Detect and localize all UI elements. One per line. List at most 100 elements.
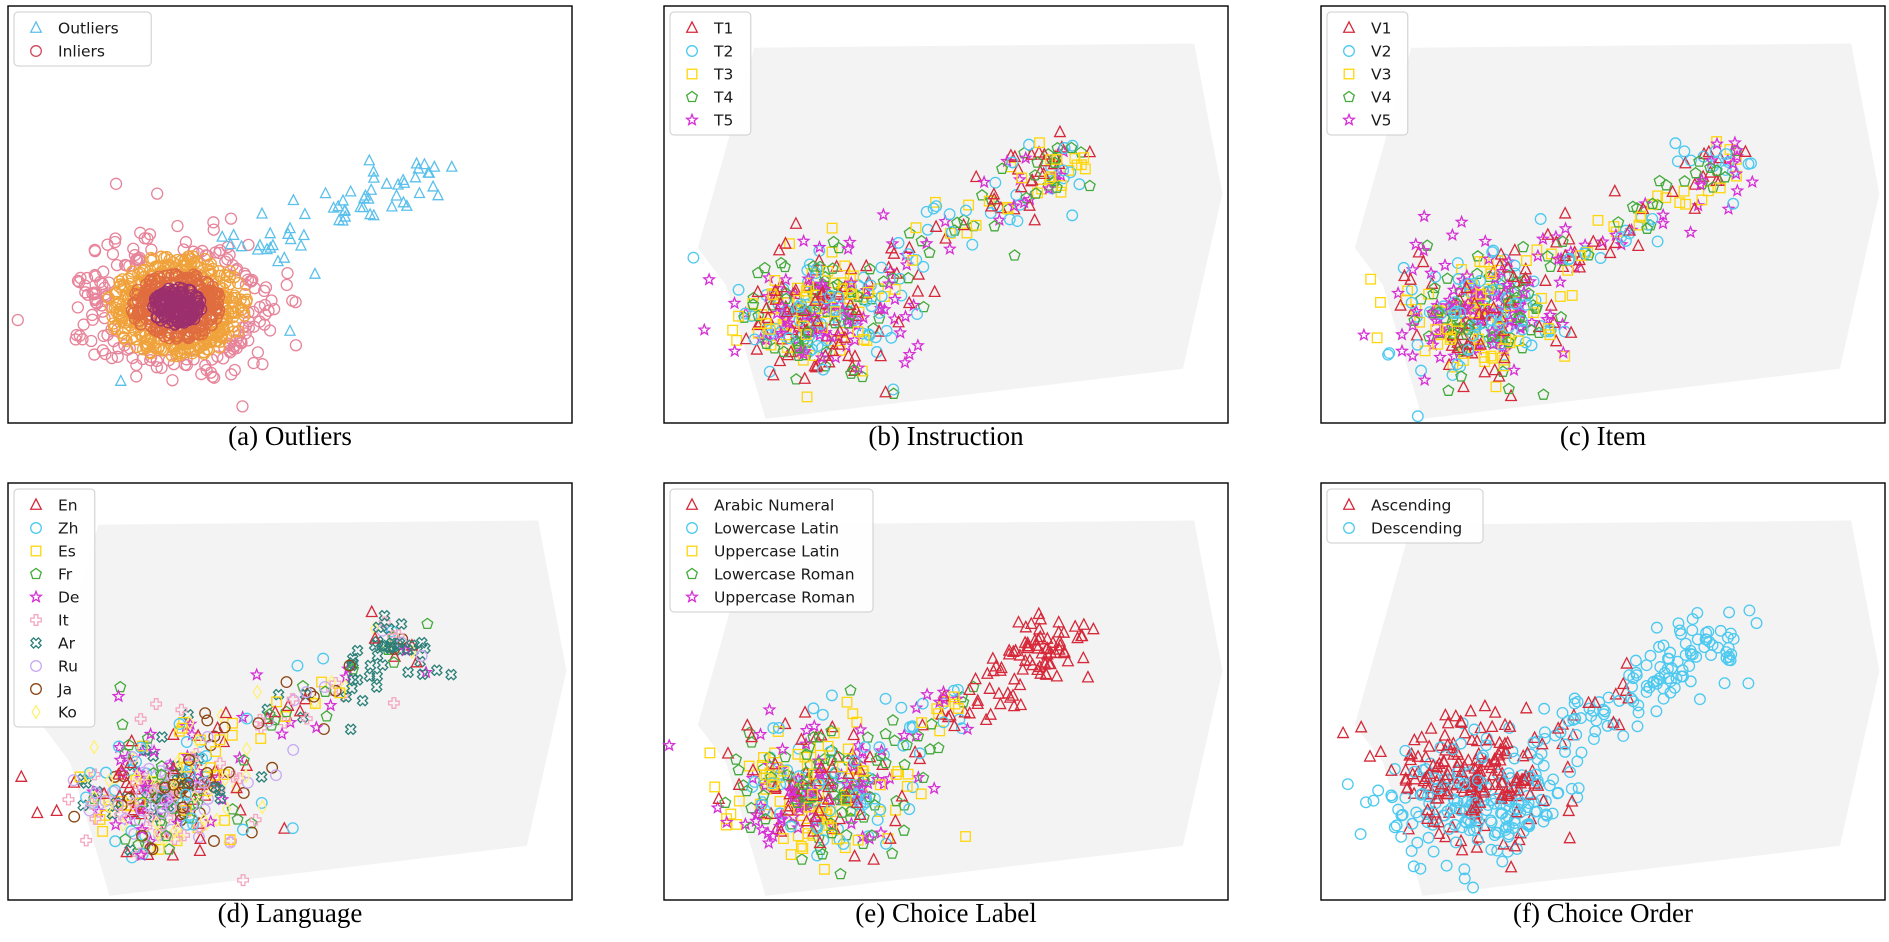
outlier-point xyxy=(413,186,426,199)
legend-marker xyxy=(686,522,698,534)
data-point xyxy=(1442,763,1455,776)
data-point xyxy=(844,804,857,817)
inlier-point xyxy=(85,334,98,348)
legend-label: Zh xyxy=(58,520,78,538)
data-point xyxy=(911,284,925,297)
data-point xyxy=(862,831,877,845)
data-point xyxy=(1640,679,1653,692)
inlier-point xyxy=(228,363,241,377)
legend-marker xyxy=(1342,20,1356,33)
data-point xyxy=(971,693,985,706)
data-point xyxy=(873,741,886,754)
data-point xyxy=(1469,796,1482,809)
data-point xyxy=(1077,617,1091,630)
data-point xyxy=(226,729,238,741)
data-point xyxy=(758,261,771,274)
points xyxy=(687,124,1097,403)
data-point xyxy=(876,207,891,221)
data-point xyxy=(773,807,786,820)
data-point xyxy=(1548,229,1563,243)
data-point xyxy=(1635,211,1647,223)
data-point xyxy=(807,730,820,743)
data-point xyxy=(94,814,106,825)
data-point xyxy=(1743,604,1756,617)
data-point xyxy=(760,769,772,781)
data-point xyxy=(879,692,892,705)
data-point xyxy=(1485,816,1498,829)
data-point xyxy=(812,239,827,254)
data-point xyxy=(173,725,185,737)
data-point xyxy=(176,801,189,814)
data-point xyxy=(1543,307,1558,322)
data-point xyxy=(1394,298,1407,311)
data-point xyxy=(848,849,861,862)
data-point xyxy=(1696,194,1708,206)
data-point xyxy=(88,768,101,781)
data-point xyxy=(1441,805,1454,818)
data-point xyxy=(838,330,852,343)
data-point xyxy=(959,204,972,217)
data-point xyxy=(875,261,888,274)
data-point xyxy=(807,718,822,733)
data-point xyxy=(1461,337,1475,350)
data-point xyxy=(1558,206,1572,219)
inlier-point xyxy=(86,313,99,326)
data-point xyxy=(1395,327,1409,341)
data-point xyxy=(826,343,840,357)
data-point xyxy=(816,708,829,721)
legend-marker xyxy=(29,567,43,580)
data-point xyxy=(775,299,790,313)
data-point xyxy=(378,639,391,652)
data-point xyxy=(296,679,309,692)
data-point xyxy=(14,769,28,782)
data-point xyxy=(1463,319,1476,331)
data-point xyxy=(1720,646,1733,659)
data-point xyxy=(160,829,173,842)
data-point xyxy=(886,847,899,859)
data-point xyxy=(795,784,809,797)
data-point xyxy=(849,302,863,316)
data-point xyxy=(1599,705,1611,718)
data-point xyxy=(214,792,227,805)
data-point xyxy=(190,763,205,778)
data-point xyxy=(1083,144,1097,158)
data-point xyxy=(85,797,98,810)
data-point xyxy=(1532,319,1546,333)
data-point xyxy=(826,262,839,274)
data-point xyxy=(924,743,937,755)
data-point xyxy=(1569,712,1582,725)
data-point xyxy=(156,807,169,820)
data-point xyxy=(807,702,820,715)
inlier-point xyxy=(247,356,260,370)
data-point xyxy=(249,813,262,826)
data-point xyxy=(857,765,869,777)
data-point xyxy=(1050,181,1063,193)
legend-label: Ja xyxy=(57,681,72,699)
data-point xyxy=(147,744,162,758)
data-point xyxy=(801,271,816,285)
data-point xyxy=(1608,183,1622,197)
data-point xyxy=(731,334,743,346)
data-point xyxy=(286,822,299,835)
data-point xyxy=(777,833,789,844)
data-point xyxy=(1508,752,1521,765)
data-point xyxy=(120,775,133,789)
data-point xyxy=(843,782,857,795)
data-point xyxy=(1404,752,1417,766)
data-point xyxy=(813,764,828,779)
data-point xyxy=(833,793,846,806)
data-point xyxy=(1446,368,1459,381)
data-point xyxy=(873,825,888,839)
data-point xyxy=(763,329,776,342)
data-point xyxy=(857,774,870,787)
data-point xyxy=(1500,786,1514,800)
data-point xyxy=(1074,628,1088,642)
data-point xyxy=(180,804,192,816)
data-point xyxy=(1017,195,1032,209)
data-point xyxy=(266,761,279,774)
legend: V1 V2 V3 V4 V5 xyxy=(1326,11,1409,136)
data-point xyxy=(1554,291,1566,302)
data-point xyxy=(927,202,940,215)
data-point xyxy=(166,727,180,740)
data-point xyxy=(774,325,789,340)
